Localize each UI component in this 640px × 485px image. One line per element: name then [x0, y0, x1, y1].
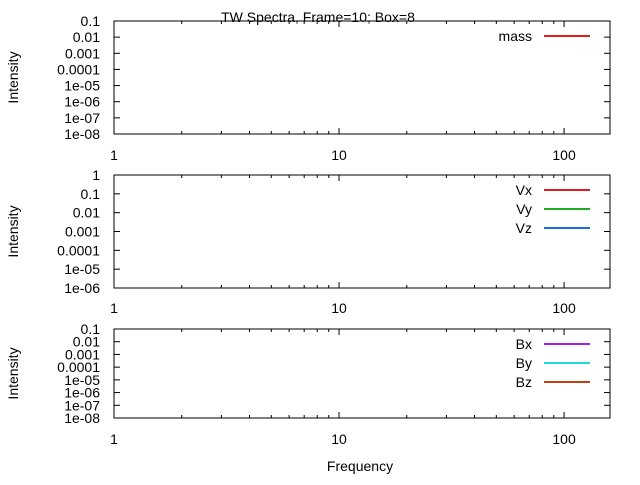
- y-tick-label: 1e-05: [64, 78, 100, 94]
- y-tick-label: 1e-08: [64, 410, 100, 426]
- chart-panel-3: 1 10 100 0.10.010.0010.00011e-051e-061e-071…: [5, 321, 611, 447]
- x-tick-label: 10: [331, 300, 347, 316]
- y-axis-label: Intensity: [5, 205, 21, 257]
- y-tick-label: 1e-07: [64, 110, 100, 126]
- legend-label-mass: mass: [499, 28, 532, 44]
- legend-label-vz: Vz: [516, 220, 532, 236]
- y-tick-label: 0.001: [65, 224, 100, 240]
- y-axis-label: Intensity: [5, 347, 21, 399]
- x-tick-label: 100: [552, 300, 576, 316]
- legend-label-vx: Vx: [516, 182, 532, 198]
- y-axis-label: Intensity: [5, 51, 21, 103]
- y-tick-label: 0.0001: [57, 242, 100, 258]
- y-tick-label: 0.001: [65, 45, 100, 61]
- y-tick-label: 0.01: [73, 205, 100, 221]
- x-tick-label: 1: [110, 147, 118, 163]
- chart-panel-2: 1 10 100 1 0.1 0.01 0.001 0.0001 1e-05 1e-06 Inten…: [5, 167, 611, 316]
- legend-label-vy: Vy: [516, 201, 532, 217]
- plot-frame: [113, 20, 611, 135]
- plot-frame: [113, 328, 611, 419]
- x-tick-label: 1: [110, 431, 118, 447]
- y-tick-label: 0.001: [65, 346, 100, 362]
- y-tick-label: 1e-05: [64, 261, 100, 277]
- x-tick-label: 100: [552, 147, 576, 163]
- plot-frame: [113, 174, 611, 289]
- y-tick-label: 0.0001: [57, 61, 100, 77]
- figure-title: TW Spectra, Frame=10; Box=8: [221, 9, 415, 25]
- chart-panel-1: 1 10 100 0.10.010.0010.00011e-051e-061e-071…: [5, 13, 611, 163]
- y-tick-label: 0.1: [81, 13, 101, 29]
- x-tick-label: 10: [331, 431, 347, 447]
- legend-label-by: By: [516, 355, 532, 371]
- y-tick-label: 0.1: [81, 186, 101, 202]
- x-tick-label: 100: [552, 431, 576, 447]
- y-tick-label: 1e-05: [64, 372, 100, 388]
- y-tick-label: 0.01: [73, 334, 100, 350]
- x-axis-label: Frequency: [327, 458, 393, 474]
- y-tick-label: 0.0001: [57, 359, 100, 375]
- x-tick-label: 1: [110, 300, 118, 316]
- y-tick-label: 1: [92, 167, 100, 183]
- y-tick-label: 1e-08: [64, 126, 100, 142]
- y-tick-label: 1e-06: [64, 385, 100, 401]
- y-tick-label: 0.1: [81, 321, 101, 337]
- y-tick-label: 0.01: [73, 29, 100, 45]
- y-tick-label: 1e-06: [64, 94, 100, 110]
- legend-label-bx: Bx: [516, 336, 532, 352]
- y-tick-label: 1e-07: [64, 397, 100, 413]
- y-tick-label: 1e-06: [64, 280, 100, 296]
- x-tick-label: 10: [331, 147, 347, 163]
- legend-label-bz: Bz: [516, 374, 532, 390]
